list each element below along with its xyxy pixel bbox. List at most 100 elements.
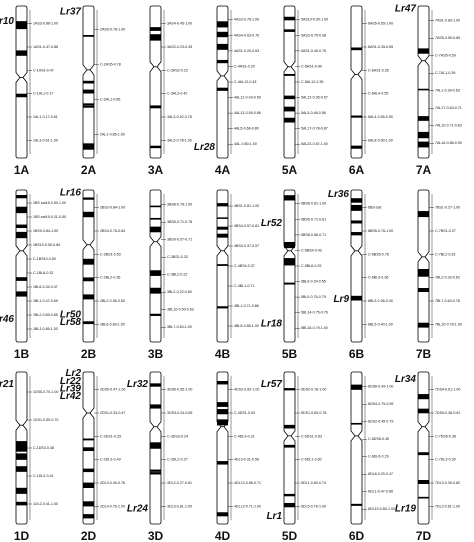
band	[150, 145, 161, 149]
bin-label: 7AL17-0.63-0.71	[435, 106, 462, 110]
bin-label: 4BL5-0.86-1.00	[234, 324, 259, 328]
bin-label: C-1AL1-0.17	[33, 92, 53, 96]
band	[351, 422, 362, 425]
bin-label: 4AL-0.80-1.00	[234, 142, 257, 146]
gene-label: Lr46	[0, 314, 14, 325]
bin-label: C-4BS4-0.37	[234, 264, 255, 268]
chromosome-name: 3A	[148, 163, 164, 177]
band	[16, 206, 27, 214]
band	[284, 282, 295, 285]
band	[418, 131, 429, 139]
band	[150, 205, 161, 208]
bin-label: 6DS4-0.79-0.99	[368, 402, 393, 406]
bin-label: 5AL5-0.46-0.56	[301, 111, 326, 115]
chromosome: 3DS6-0.55-1.00 3DS3-0.24-0.55 C-3DS3-0.24 C…	[127, 371, 192, 542]
chromosome: 6DS6-0.99-1.00 6DS4-0.79-0.99 6DS2-0.45-0.…	[349, 371, 395, 542]
band	[418, 88, 429, 91]
bin-label: C-5DL1-0.60	[301, 458, 322, 462]
band	[418, 394, 429, 400]
band	[351, 198, 362, 203]
gene-label: Lr47	[395, 4, 417, 15]
band	[418, 48, 429, 54]
band	[418, 322, 429, 328]
chromosome-name: 2B	[81, 347, 97, 361]
chromosome: 5DS2-0.78-1.00 5DS1-0.63-0.78 C-5DS1-0.63 C…	[261, 371, 326, 542]
gene-label: Lr18	[261, 318, 283, 329]
bin-label: C-3DL2-0.27	[167, 458, 188, 462]
chromosome-name: 3B	[148, 347, 164, 361]
band	[83, 143, 94, 150]
bin-label: 2BL2-0.36-0.50	[100, 299, 125, 303]
bin-label: C-3AL3-0.42	[167, 92, 187, 96]
bin-label: 6AL8-0.90-1.00	[368, 138, 393, 142]
bin-label: 1AS3-0.86-1.00	[33, 22, 58, 26]
chromosome-name: 5D	[282, 529, 298, 542]
bin-label: C-6DL6-0.29	[368, 455, 389, 459]
band	[418, 288, 429, 292]
bin-label: 5DL5-0.76-1.00	[301, 504, 326, 508]
band	[217, 21, 228, 28]
chromosome: 4AS3-0.76-1.00 4AS4-0.63-0.76 4AS1-0.20-0.…	[194, 5, 261, 177]
band	[351, 145, 362, 149]
bin-label: 4DL13-0.56-0.71	[234, 481, 261, 485]
bin-label: 6AL4-0.55-0.90	[368, 115, 393, 119]
band	[83, 514, 94, 519]
band	[351, 232, 362, 236]
band	[284, 241, 295, 249]
bin-label: C-7BS1-0.27	[435, 229, 456, 233]
bin-label: C-7BL2-0.33	[435, 252, 455, 256]
gene-label: Lr36	[328, 189, 350, 200]
bin-label: 4AS3-0.76-1.00	[234, 18, 259, 22]
chromosome: 4BS1-0.81-1.00 4BS4-0.57-0.81 4BS4-0.37-0.…	[215, 189, 259, 361]
gene-label: Lr1	[266, 511, 282, 522]
band	[150, 472, 161, 475]
chromosome: 2DS5-0.47-1.00 2DS1-0.33-0.47 C-2DS1-0.33 C…	[60, 368, 126, 542]
chromosome-name: 4B	[215, 347, 231, 361]
chromosome: 5BS6-0.81-1.00 5BS5-0.71-0.81 5BS8-0.56-0.…	[261, 189, 328, 361]
chromosome: 3AS4-0.45-1.00 3AS2-0.23-0.45 C-3AS2-0.23 C…	[148, 5, 192, 177]
bin-label: 3AL5-0.78-1.00	[167, 138, 192, 142]
bin-label: 2BS4-0.75-0.84	[100, 229, 125, 233]
band	[351, 295, 362, 301]
gene-label: Lr9	[333, 294, 349, 305]
bin-label: C-1BS10-0.50	[33, 257, 56, 261]
bin-label: C-5DS1-0.63	[301, 434, 322, 438]
bin-label: C-1BL6-0.32	[33, 271, 53, 275]
band	[16, 487, 27, 494]
band	[284, 195, 295, 201]
bin-label: 5AS3-0.75-0.98	[301, 33, 326, 37]
bin-label: 4AL13-0.59-0.66	[234, 111, 261, 115]
bin-label: 5AS1-0.40-0.75	[301, 49, 326, 53]
bin-label: C-3DS3-0.24	[167, 434, 188, 438]
bin-label: 3BS5-0.71-0.78	[167, 220, 192, 224]
band	[83, 80, 94, 84]
bin-label: 7AL16-0.86-0.90	[435, 141, 462, 145]
band	[83, 294, 94, 300]
bin-label: 3BL2-0.22-0.50	[167, 290, 192, 294]
bin-label: 3BS8-0.78-1.00	[167, 203, 192, 207]
bin-label: C-1DL2-0.41	[33, 474, 54, 478]
chromosome-name: 7D	[416, 529, 432, 542]
bin-label: 2DS1-0.33-0.47	[100, 411, 125, 415]
bin-label: C-2BL2-0.36	[100, 276, 120, 280]
bin-label: C-6AL4-0.55	[368, 92, 388, 96]
chromosome-name: 2D	[81, 529, 97, 542]
bin-label: 5BL16-0.79-1.00	[301, 326, 328, 330]
band	[418, 452, 429, 456]
band	[284, 95, 295, 100]
bin-label: C-2DS1-0.33	[100, 434, 121, 438]
band	[217, 409, 228, 415]
chromosome-outline	[216, 189, 229, 343]
chromosome-name: 5B	[282, 347, 298, 361]
band	[150, 469, 161, 472]
bin-label: C-6AS1-0.35	[368, 68, 389, 72]
bin-label: 4AS1-0.20-0.63	[234, 49, 259, 53]
band	[418, 408, 429, 414]
band	[217, 203, 228, 207]
bin-label: 5DS1-0.63-0.78	[301, 411, 326, 415]
bin-label: 7AL10-0.71-0.83	[435, 124, 462, 128]
bin-label: 1DL2-0.41-1.00	[33, 502, 58, 506]
chromosome: 4DS2-0.82-1.00 C-4DS1-0.53 C-4DL9-0.31 4DL9…	[215, 371, 261, 542]
band	[351, 503, 362, 506]
